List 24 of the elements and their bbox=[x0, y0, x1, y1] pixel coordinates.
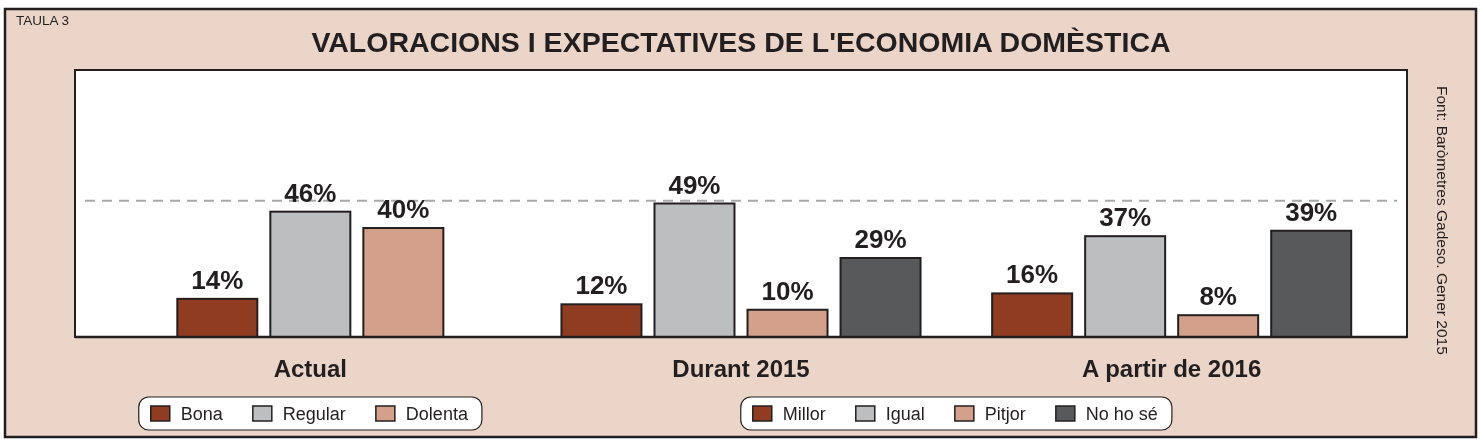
data-label: 16% bbox=[1006, 259, 1059, 290]
data-label: 39% bbox=[1285, 196, 1338, 227]
legend-label: Bona bbox=[180, 404, 224, 424]
legend-label: Regular bbox=[282, 404, 346, 424]
data-label: 40% bbox=[377, 194, 430, 225]
data-label: 29% bbox=[854, 223, 907, 254]
text: TAULA 3 bbox=[16, 13, 70, 28]
legend-label: Igual bbox=[885, 404, 925, 424]
x-tick-label: Durant 2015 bbox=[672, 355, 810, 382]
data-label: 14% bbox=[191, 264, 244, 295]
legend-label: Pitjor bbox=[984, 404, 1026, 424]
data-label: 8% bbox=[1199, 281, 1237, 312]
data-label: 10% bbox=[761, 275, 814, 306]
text: Font: Baròmetres Gadeso. Gener 2015 bbox=[1434, 86, 1451, 355]
legend-label: Millor bbox=[782, 404, 826, 424]
legend-label: Dolenta bbox=[405, 404, 469, 424]
data-label: 37% bbox=[1099, 202, 1152, 233]
x-tick-label: A partir de 2016 bbox=[1082, 355, 1262, 382]
data-label: 46% bbox=[284, 177, 337, 208]
chart-title: VALORACIONS I EXPECTATIVES DE L'ECONOMIA DOMÈSTICA bbox=[311, 26, 1171, 58]
data-label: 12% bbox=[575, 270, 628, 301]
data-label: 49% bbox=[668, 169, 721, 200]
legend-label: No ho sé bbox=[1085, 404, 1158, 424]
x-tick-label: Actual bbox=[273, 355, 348, 382]
